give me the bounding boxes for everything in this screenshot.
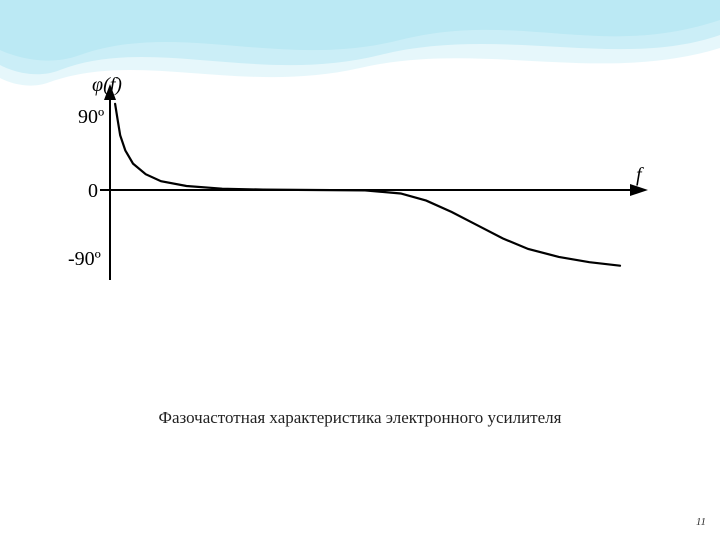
wave-layer-2 (0, 0, 720, 74)
wave-layer-1 (0, 0, 720, 61)
page-number: 11 (696, 516, 706, 528)
chart-svg (60, 80, 660, 300)
wave-layer-3 (0, 0, 720, 86)
phase-curve (115, 104, 620, 266)
phase-response-chart: φ(f) 90º 0 -90º f (60, 80, 660, 300)
y-axis-label: φ(f) (92, 74, 122, 97)
x-axis-label: f (636, 164, 642, 187)
y-tick-pos90: 90º (78, 106, 104, 129)
chart-caption: Фазочастотная характеристика электронног… (0, 408, 720, 428)
y-tick-neg90: -90º (68, 248, 101, 271)
origin-label: 0 (88, 180, 98, 203)
